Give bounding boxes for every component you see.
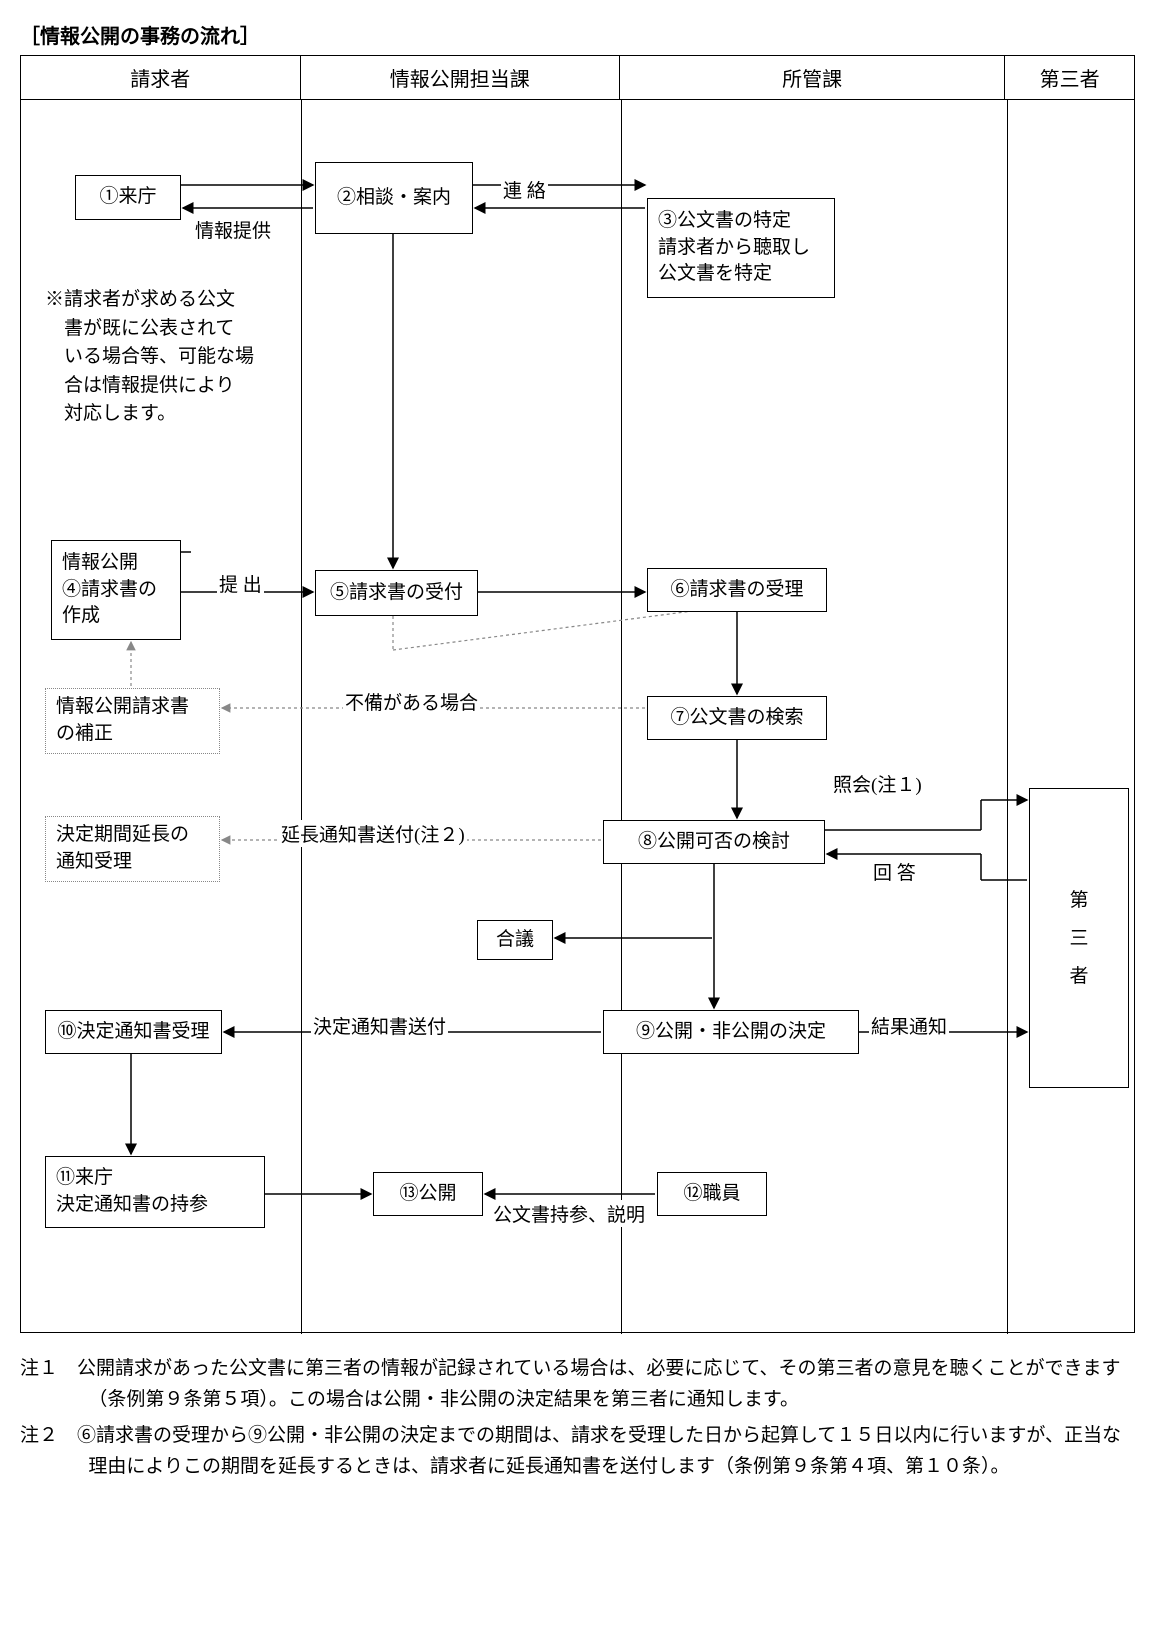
divider-2 <box>621 100 622 1334</box>
node-3-identify: ③公文書の特定 請求者から聴取し 公文書を特定 <box>647 198 835 298</box>
column-headers: 請求者 情報公開担当課 所管課 第三者 <box>21 56 1134 100</box>
label-bring-docs: 公文書持参、説明 <box>491 1200 647 1227</box>
label-contact: 連 絡 <box>501 176 548 203</box>
page-title: ［情報公開の事務の流れ］ <box>20 20 1140 49</box>
header-thirdparty: 第三者 <box>1005 56 1134 99</box>
node-6-accept: ⑥請求書の受理 <box>647 568 827 612</box>
node-9-decision: ⑨公開・非公開の決定 <box>603 1010 859 1054</box>
node-13-disclose: ⑬公開 <box>373 1172 483 1216</box>
node-10-receive-notice: ⑩決定通知書受理 <box>45 1010 222 1054</box>
node-third-party: 第 三 者 <box>1029 788 1129 1088</box>
footnote-2: 注２ ⑥請求書の受理から⑨公開・非公開の決定までの期間は、請求を受理した日から起… <box>20 1420 1135 1483</box>
node-5-receipt: ⑤請求書の受付 <box>315 570 478 616</box>
label-decision-send: 決定通知書送付 <box>311 1012 448 1039</box>
node-2-consult: ②相談・案内 <box>315 162 473 234</box>
footnotes: 注１ 公開請求があった公文書に第三者の情報が記録されている場合は、必要に応じて、… <box>20 1353 1135 1482</box>
node-gougi: 合議 <box>477 920 553 960</box>
node-extension: 決定期間延長の 通知受理 <box>45 816 220 882</box>
node-8-review: ⑧公開可否の検討 <box>603 820 825 864</box>
header-dept: 情報公開担当課 <box>301 56 620 99</box>
divider-3 <box>1007 100 1008 1334</box>
asterisk-note: ※請求者が求める公文 書が既に公表されて いる場合等、可能な場 合は情報提供によ… <box>45 286 275 429</box>
label-inquiry: 照会(注１) <box>831 770 924 797</box>
node-12-staff: ⑫職員 <box>657 1172 767 1216</box>
node-4-create-request: 情報公開 ④請求書の 作成 <box>51 540 181 640</box>
node-7-search: ⑦公文書の検索 <box>647 696 827 740</box>
label-info-provide: 情報提供 <box>193 216 273 243</box>
footnote-1: 注１ 公開請求があった公文書に第三者の情報が記録されている場合は、必要に応じて、… <box>20 1353 1135 1416</box>
label-deficiency: 不備がある場合 <box>343 688 480 715</box>
label-submit: 提 出 <box>217 570 264 597</box>
node-1-visit: ①来庁 <box>75 175 181 220</box>
flowchart-container: 請求者 情報公開担当課 所管課 第三者 <box>20 55 1135 1333</box>
label-extension-send: 延長通知書送付(注２) <box>279 820 467 847</box>
label-reply: 回 答 <box>871 858 918 885</box>
label-result-notice: 結果通知 <box>869 1012 949 1039</box>
header-requester: 請求者 <box>21 56 301 99</box>
header-section: 所管課 <box>620 56 1005 99</box>
node-11-visit-again: ⑪来庁 決定通知書の持参 <box>45 1156 265 1228</box>
divider-1 <box>301 100 302 1334</box>
node-correction: 情報公開請求書 の補正 <box>45 688 220 754</box>
flowchart-body: ①来庁 ②相談・案内 ③公文書の特定 請求者から聴取し 公文書を特定 情報公開 … <box>21 100 1134 1334</box>
